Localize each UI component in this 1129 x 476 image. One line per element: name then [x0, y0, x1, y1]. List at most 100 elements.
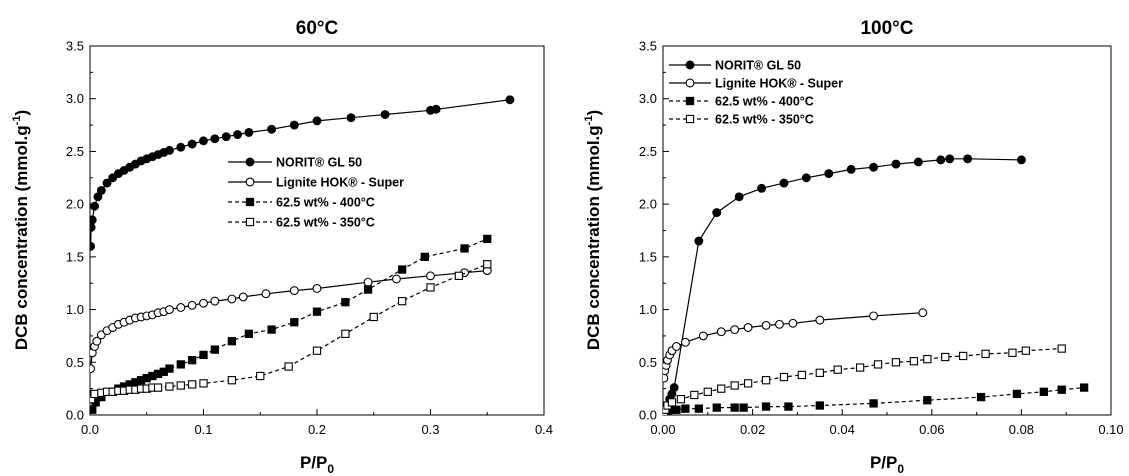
series-2-point — [680, 337, 690, 347]
series-2-point — [716, 327, 726, 337]
series-3-point — [694, 404, 703, 413]
y-axis-label: DCB concentration (mmol.g-1) — [11, 110, 31, 350]
series-4-point — [341, 329, 350, 338]
series-1-point — [199, 136, 208, 146]
series-3-point — [1057, 385, 1066, 394]
series-line — [664, 158, 1022, 414]
series-3-point — [685, 96, 695, 106]
series-1-point — [346, 113, 356, 123]
series-4-point — [873, 360, 883, 369]
series-3-point — [176, 360, 185, 369]
y-tick-label: 1.5 — [66, 249, 84, 264]
series-4-point — [153, 383, 163, 392]
legend-entry: Lignite HOK® - Super — [669, 77, 843, 91]
legend-entry: NORIT® GL 50 — [669, 59, 801, 73]
series-3-point — [227, 337, 237, 346]
series-4-point — [685, 114, 695, 124]
series-1-point — [96, 185, 106, 195]
series-2-point — [363, 277, 373, 287]
series-2-point — [775, 319, 784, 329]
x-tick-label: 0.10 — [1098, 422, 1123, 437]
x-tick-label: 0.08 — [1009, 422, 1034, 437]
series-4-point — [369, 312, 378, 322]
series-3-point — [730, 403, 739, 412]
series-1-point — [90, 201, 99, 211]
y-axis-ticks: 0.0 0.5 1.0 1.5 2.0 2.5 3.0 3.5 — [66, 39, 96, 423]
x-axis-ticks: 0.00 0.02 0.04 0.06 0.08 0.10 — [650, 409, 1124, 437]
series-1-point — [90, 222, 96, 232]
series-4-point — [256, 371, 265, 381]
chart-panel-60c: 60°C 0.0 0.1 0.2 0.3 0.4 0.0 0.5 1.0 1.5 2.0 2.5 3… — [11, 18, 553, 476]
series-3-point — [363, 285, 373, 294]
series-4-point — [909, 357, 919, 366]
series-2-point — [671, 342, 681, 351]
series-1-point — [824, 169, 834, 179]
series-4-point — [1057, 344, 1066, 353]
legend-entry: Lignite HOK® - Super — [228, 176, 404, 190]
x-axis-label: P/P0 — [870, 453, 904, 476]
series-2-point — [199, 298, 208, 308]
series-1-point — [233, 130, 243, 140]
series-1-point — [245, 157, 255, 167]
y-tick-label: 0.5 — [639, 355, 657, 370]
series-1-point — [210, 134, 220, 144]
series-4-point — [426, 283, 435, 292]
series-1 — [90, 95, 515, 251]
series-4 — [663, 344, 1066, 415]
series-3-point — [784, 402, 793, 411]
x-tick-label: 0.1 — [194, 422, 212, 437]
series-1 — [663, 154, 1026, 415]
y-tick-label: 3.5 — [639, 39, 657, 54]
series-2-point — [289, 286, 299, 296]
series-3-point — [460, 244, 469, 253]
y-tick-label: 2.5 — [639, 144, 657, 159]
legend-label: 62.5 wt% - 400°C — [276, 196, 375, 210]
y-tick-label: 3.0 — [639, 91, 657, 106]
chart-panel-100c: 100°C 0.00 0.02 0.04 0.06 0.08 0.10 0.0 0.5 1.0… — [583, 18, 1124, 476]
series-1-point — [913, 157, 923, 167]
y-tick-label: 2.0 — [639, 197, 657, 212]
series-1-point — [757, 183, 767, 193]
legend-entry: 62.5 wt% - 350°C — [669, 113, 814, 127]
series-1-point — [289, 120, 299, 130]
series-1-point — [505, 95, 515, 105]
series-4-point — [454, 271, 464, 280]
plot-frame — [89, 45, 545, 416]
series-4-point — [676, 395, 686, 404]
x-tick-label: 0.04 — [830, 422, 855, 437]
series-3-point — [1012, 389, 1022, 399]
series-3-point — [739, 403, 748, 412]
series-2-point — [392, 274, 401, 284]
series-3-point — [672, 405, 681, 414]
y-tick-label: 1.0 — [66, 302, 84, 317]
legend-entry: NORIT® GL 50 — [228, 156, 362, 170]
series-2-point — [187, 300, 197, 310]
series-1-point — [102, 178, 112, 188]
legend-label: 62.5 wt% - 350°C — [715, 113, 814, 127]
series-3-point — [210, 345, 219, 354]
y-tick-label: 3.5 — [66, 39, 84, 54]
series-3-point — [199, 350, 208, 360]
x-tick-label: 0.00 — [650, 422, 675, 437]
series-3-point — [869, 399, 878, 408]
series-4-point — [165, 382, 174, 391]
series-2-point — [788, 318, 798, 328]
series-4-point — [703, 387, 712, 396]
series-1-point — [267, 124, 277, 134]
series-4-point — [833, 365, 842, 374]
y-tick-label: 0.5 — [66, 355, 84, 370]
series-1-point — [869, 162, 879, 172]
series-2-point — [663, 373, 669, 383]
series-4-point — [667, 398, 677, 407]
series-2-point — [176, 303, 186, 312]
series-layer — [663, 154, 1089, 415]
x-axis-label: P/P0 — [300, 453, 334, 476]
series-2-point — [210, 296, 220, 306]
series-4-point — [284, 362, 293, 371]
series-4-point — [797, 370, 807, 380]
series-line — [663, 348, 1062, 414]
series-3-point — [483, 234, 492, 244]
series-2-point — [869, 311, 879, 321]
series-4-point — [891, 358, 901, 367]
